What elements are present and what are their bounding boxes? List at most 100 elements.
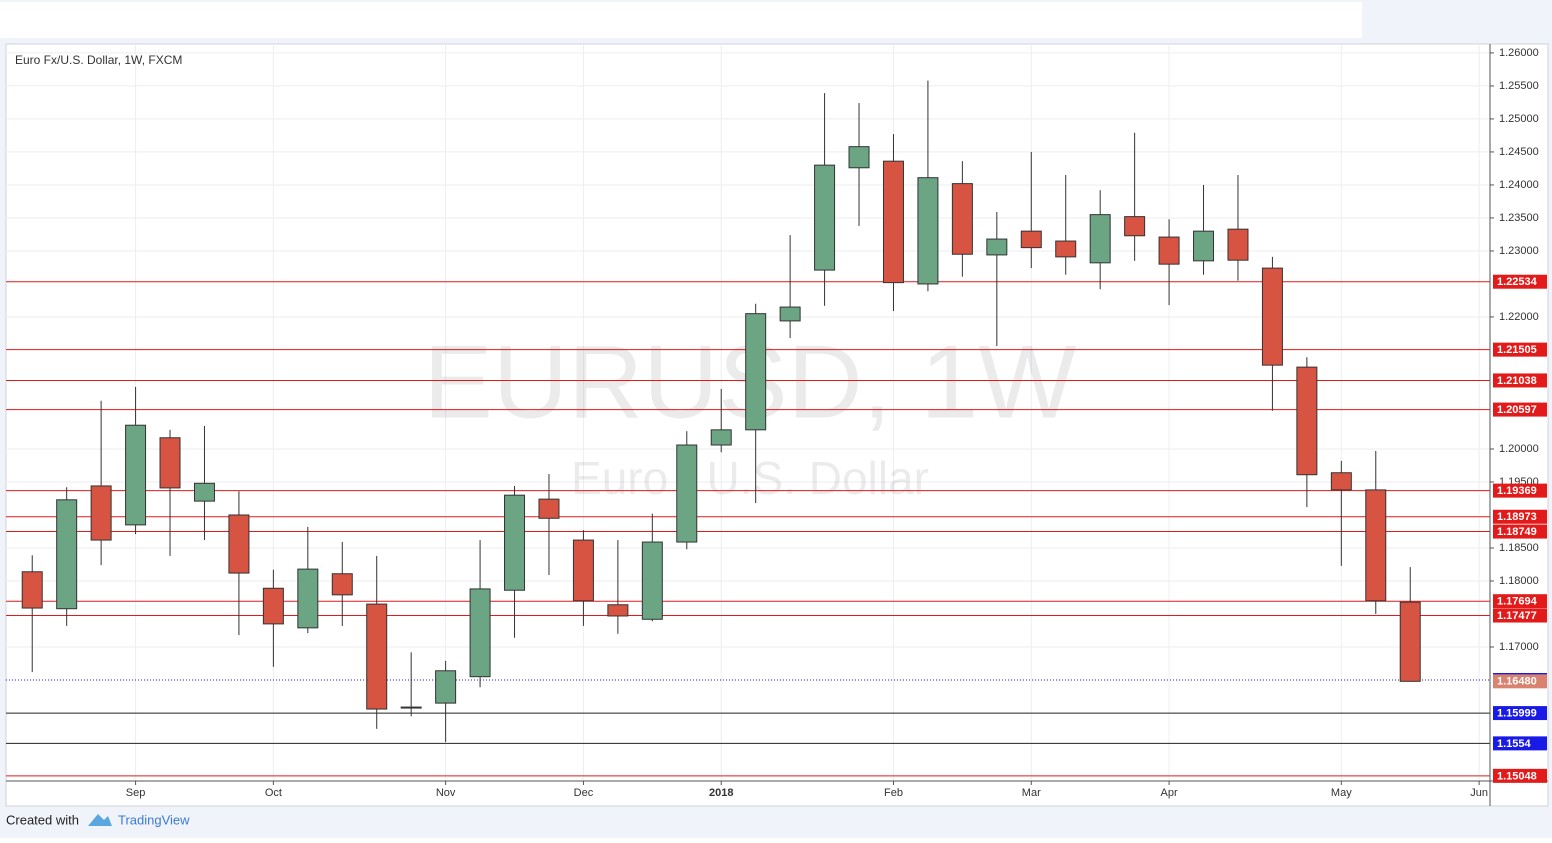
x-tick-label: Mar xyxy=(1022,787,1041,799)
y-tick-label: 1.18000 xyxy=(1499,575,1539,587)
price-label-box xyxy=(1493,608,1547,623)
chart-frame xyxy=(5,43,1549,807)
price-label: 1.17694 xyxy=(1497,596,1538,608)
y-tick-label: 1.24500 xyxy=(1499,146,1539,158)
price-label: 1.21038 xyxy=(1497,375,1537,387)
candle-body xyxy=(779,306,801,322)
x-tick-label: Sep xyxy=(126,787,146,799)
candle-body xyxy=(1124,216,1146,237)
y-tick-label: 1.20000 xyxy=(1499,443,1539,455)
price-label-box xyxy=(1493,736,1547,751)
candle-body xyxy=(1089,214,1111,264)
candle-body xyxy=(21,571,43,609)
price-label-box xyxy=(1493,342,1547,357)
price-label-box xyxy=(1493,373,1547,388)
price-label: 1.19369 xyxy=(1497,485,1537,497)
price-label: 1.1554 xyxy=(1497,738,1532,750)
y-tick-label: 1.23000 xyxy=(1499,245,1539,257)
top-bar xyxy=(0,2,1362,38)
candle-body xyxy=(262,587,284,625)
axis-labels: 1.26000 1.25500 1.25000 1.24500 1.24000 1.235… xyxy=(126,47,1547,799)
price-label-box xyxy=(1493,483,1547,498)
candle-body xyxy=(56,499,78,610)
price-label: 1.16480 xyxy=(1497,676,1537,688)
candle-body xyxy=(504,494,526,591)
candle-body xyxy=(1261,267,1283,366)
candle-body xyxy=(676,444,698,543)
x-tick-label: Feb xyxy=(884,787,903,799)
x-tick-label: Dec xyxy=(574,787,594,799)
price-label: 1.21505 xyxy=(1497,344,1537,356)
x-tick-label: Apr xyxy=(1161,787,1178,799)
candle-body xyxy=(193,482,215,502)
candle-body xyxy=(1330,472,1352,491)
candles xyxy=(21,80,1421,743)
price-label: 1.17477 xyxy=(1497,610,1537,622)
y-tick-label: 1.22000 xyxy=(1499,311,1539,323)
x-tick-label: Oct xyxy=(265,787,282,799)
candle-body xyxy=(986,238,1008,256)
x-tick-label: Jun xyxy=(1470,787,1488,799)
x-tick-label: May xyxy=(1331,787,1352,799)
price-label-box xyxy=(1493,768,1547,783)
y-tick-label: 1.24000 xyxy=(1499,179,1539,191)
x-tick-label: 2018 xyxy=(709,787,733,799)
candle-body xyxy=(882,160,904,284)
price-label-box xyxy=(1493,274,1547,289)
candle-body xyxy=(297,568,319,629)
chart-title: Euro Fx/U.S. Dollar, 1W, FXCM xyxy=(15,53,182,67)
price-label-box xyxy=(1493,706,1547,721)
candle-body xyxy=(1158,236,1180,265)
candle-body xyxy=(607,604,629,617)
candle-body xyxy=(572,539,594,602)
candle-body xyxy=(1020,230,1042,249)
y-tick-label: 1.26000 xyxy=(1499,47,1539,59)
candle-body xyxy=(228,514,250,574)
y-tick-label: 1.25000 xyxy=(1499,113,1539,125)
candle-body xyxy=(125,424,147,526)
y-tick-label: 1.23500 xyxy=(1499,212,1539,224)
price-label: 1.15999 xyxy=(1497,707,1537,719)
y-tick-label: 1.25500 xyxy=(1499,80,1539,92)
candle-body xyxy=(1296,366,1318,476)
candle-body xyxy=(641,541,663,620)
grid xyxy=(6,44,1490,781)
candle-body xyxy=(90,485,112,541)
price-lines xyxy=(6,281,1490,777)
candle-body xyxy=(710,429,732,446)
candle-body xyxy=(917,177,939,285)
y-tick-label: 1.18500 xyxy=(1499,542,1539,554)
candle-body xyxy=(331,573,353,596)
price-label: 1.22534 xyxy=(1497,276,1538,288)
candle-body xyxy=(469,588,491,678)
price-label-box xyxy=(1493,402,1547,417)
candle-body xyxy=(1227,228,1249,261)
candle-body xyxy=(1399,601,1421,682)
candle-body xyxy=(1193,230,1215,262)
candle-body xyxy=(1365,489,1387,602)
price-label: 1.15048 xyxy=(1497,770,1537,782)
candle-body xyxy=(159,437,181,489)
candle-body xyxy=(400,706,422,709)
x-tick-label: Nov xyxy=(436,787,456,799)
price-label: 1.20597 xyxy=(1497,404,1537,416)
candle-body xyxy=(1055,240,1077,258)
candle-body xyxy=(745,313,767,431)
y-tick-label: 1.17000 xyxy=(1499,641,1539,653)
candle-body xyxy=(951,183,973,255)
price-label-box xyxy=(1493,524,1547,539)
price-label-box xyxy=(1493,509,1547,524)
candle-body xyxy=(814,164,836,271)
candle-body xyxy=(366,603,388,710)
candle-body xyxy=(538,498,560,519)
price-label-box xyxy=(1493,674,1547,689)
candle-body xyxy=(435,670,457,704)
footer-brand[interactable]: TradingView xyxy=(118,812,190,827)
watermark-subtitle: Euro / U.S. Dollar xyxy=(571,452,929,504)
candle-body xyxy=(848,146,870,169)
brand-logo xyxy=(88,814,112,826)
price-label: 1.18749 xyxy=(1497,526,1537,538)
footer-text: Created with xyxy=(6,812,79,827)
